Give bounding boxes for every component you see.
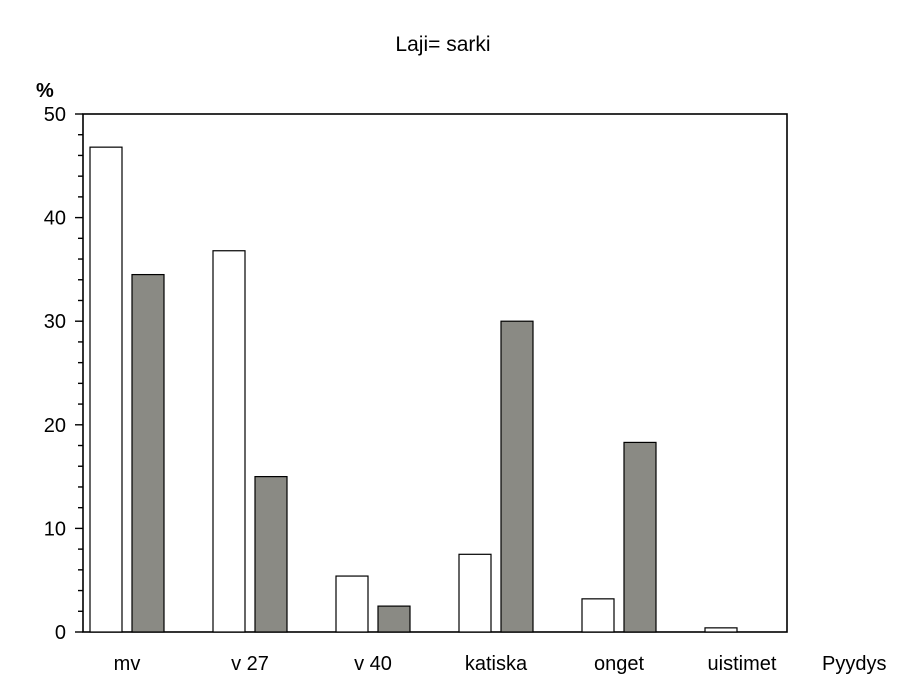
bar-gray-1 — [254, 476, 288, 633]
y-tick-label: 20 — [44, 415, 66, 437]
bar-white-4 — [581, 598, 615, 633]
x-tick-label: v 27 — [231, 653, 269, 675]
plot-frame — [82, 113, 788, 633]
x-axis-label: Pyydys — [822, 653, 886, 675]
bar-white-2 — [335, 575, 369, 633]
x-tick-label: onget — [594, 653, 644, 675]
x-tick-label: v 40 — [354, 653, 392, 675]
y-tick-label: 50 — [44, 104, 66, 126]
x-tick-label: mv — [114, 653, 141, 675]
bar-white-5 — [704, 627, 738, 633]
chart-title: Laji= sarki — [395, 33, 490, 56]
bar-gray-4 — [623, 441, 657, 633]
bar-white-0 — [89, 146, 123, 633]
y-tick-label: 10 — [44, 518, 66, 540]
y-tick-label: 0 — [55, 622, 66, 644]
bars — [89, 146, 738, 633]
x-tick-label: katiska — [465, 653, 528, 675]
bar-white-3 — [458, 553, 492, 633]
bar-gray-0 — [131, 273, 165, 633]
y-tick-label: 40 — [44, 208, 66, 230]
y-axis-label: % — [36, 80, 54, 102]
bar-white-1 — [212, 250, 246, 633]
bar-gray-2 — [377, 605, 411, 633]
x-axis: mv v 27 v 40 katiska onget uistimet — [114, 653, 777, 675]
y-tick-label: 30 — [44, 311, 66, 333]
y-axis: 0 10 20 30 40 50 — [44, 104, 83, 644]
bar-gray-3 — [500, 320, 534, 633]
x-tick-label: uistimet — [708, 653, 777, 675]
